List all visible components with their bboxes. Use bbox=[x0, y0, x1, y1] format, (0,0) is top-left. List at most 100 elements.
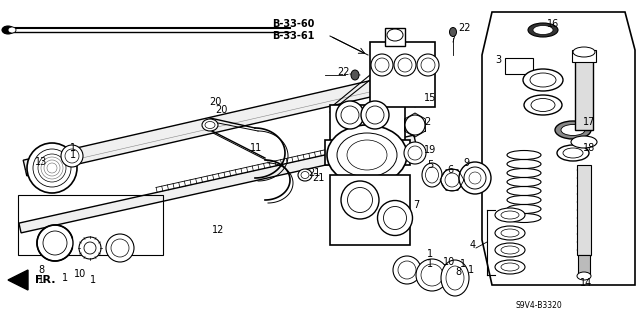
Ellipse shape bbox=[421, 58, 435, 72]
Bar bbox=[505, 58, 533, 74]
Ellipse shape bbox=[394, 54, 416, 76]
Ellipse shape bbox=[445, 173, 459, 187]
Bar bbox=[330, 175, 410, 245]
Text: 1: 1 bbox=[62, 273, 68, 283]
Text: 22: 22 bbox=[458, 23, 470, 33]
Text: B-33-61: B-33-61 bbox=[272, 31, 314, 41]
Ellipse shape bbox=[571, 136, 597, 148]
Ellipse shape bbox=[573, 47, 595, 57]
Ellipse shape bbox=[405, 115, 425, 135]
Ellipse shape bbox=[341, 181, 379, 219]
Ellipse shape bbox=[495, 260, 525, 274]
Ellipse shape bbox=[555, 121, 591, 139]
Ellipse shape bbox=[530, 73, 556, 87]
Ellipse shape bbox=[79, 237, 101, 259]
Bar bbox=[575, 55, 593, 130]
Ellipse shape bbox=[298, 169, 312, 181]
Text: 1: 1 bbox=[70, 150, 76, 160]
Polygon shape bbox=[8, 270, 28, 290]
Text: 1: 1 bbox=[90, 275, 96, 285]
Text: 8: 8 bbox=[455, 267, 461, 277]
Ellipse shape bbox=[375, 58, 389, 72]
Ellipse shape bbox=[441, 260, 469, 296]
Bar bbox=[385, 28, 405, 46]
Text: 1: 1 bbox=[427, 259, 433, 269]
Text: 7: 7 bbox=[413, 200, 419, 210]
Text: 2: 2 bbox=[424, 117, 430, 127]
Text: 16: 16 bbox=[547, 19, 559, 29]
Ellipse shape bbox=[27, 143, 77, 193]
Polygon shape bbox=[482, 12, 635, 285]
Ellipse shape bbox=[205, 122, 215, 129]
Text: 20: 20 bbox=[209, 97, 221, 107]
Ellipse shape bbox=[577, 272, 591, 280]
Ellipse shape bbox=[37, 225, 73, 261]
Bar bbox=[330, 105, 405, 145]
Ellipse shape bbox=[426, 167, 438, 183]
Ellipse shape bbox=[495, 208, 525, 222]
Ellipse shape bbox=[523, 69, 563, 91]
Ellipse shape bbox=[337, 133, 397, 177]
Ellipse shape bbox=[501, 246, 519, 254]
Text: 19: 19 bbox=[424, 145, 436, 155]
Text: 3: 3 bbox=[495, 55, 501, 65]
Ellipse shape bbox=[408, 146, 422, 160]
Ellipse shape bbox=[501, 229, 519, 237]
Ellipse shape bbox=[501, 263, 519, 271]
Text: 15: 15 bbox=[424, 93, 436, 103]
Ellipse shape bbox=[371, 54, 393, 76]
Ellipse shape bbox=[417, 54, 439, 76]
Text: 4: 4 bbox=[470, 240, 476, 250]
Text: B-33-60: B-33-60 bbox=[272, 19, 314, 29]
Ellipse shape bbox=[43, 231, 67, 255]
Text: 12: 12 bbox=[212, 225, 225, 235]
Text: 5: 5 bbox=[427, 160, 433, 170]
Ellipse shape bbox=[563, 148, 583, 158]
Bar bbox=[325, 140, 410, 165]
Ellipse shape bbox=[383, 206, 406, 229]
Text: 21: 21 bbox=[312, 173, 324, 183]
Text: 11: 11 bbox=[250, 143, 262, 153]
Text: 1: 1 bbox=[38, 275, 44, 285]
Ellipse shape bbox=[464, 167, 486, 189]
Ellipse shape bbox=[33, 149, 71, 187]
Ellipse shape bbox=[561, 124, 585, 136]
Ellipse shape bbox=[65, 149, 79, 163]
Ellipse shape bbox=[495, 226, 525, 240]
Ellipse shape bbox=[501, 211, 519, 219]
Ellipse shape bbox=[111, 239, 129, 257]
Text: 14: 14 bbox=[580, 278, 592, 288]
Ellipse shape bbox=[459, 162, 491, 194]
Ellipse shape bbox=[202, 119, 218, 131]
Text: 1: 1 bbox=[427, 249, 433, 259]
Ellipse shape bbox=[327, 125, 407, 185]
Ellipse shape bbox=[61, 145, 83, 167]
Bar bbox=[572, 50, 596, 62]
Polygon shape bbox=[19, 135, 416, 233]
Text: 1: 1 bbox=[70, 143, 76, 153]
Text: 22: 22 bbox=[337, 67, 349, 77]
Ellipse shape bbox=[398, 261, 416, 279]
Ellipse shape bbox=[557, 145, 589, 161]
Ellipse shape bbox=[404, 142, 426, 164]
Ellipse shape bbox=[416, 259, 448, 291]
Ellipse shape bbox=[531, 99, 555, 112]
Text: 17: 17 bbox=[583, 117, 595, 127]
Ellipse shape bbox=[469, 172, 481, 184]
Text: FR.: FR. bbox=[35, 275, 56, 285]
Text: 1: 1 bbox=[468, 265, 474, 275]
Ellipse shape bbox=[449, 27, 456, 36]
Text: 20: 20 bbox=[215, 105, 227, 115]
Text: 10: 10 bbox=[443, 257, 455, 267]
Ellipse shape bbox=[524, 95, 562, 115]
Text: 1: 1 bbox=[460, 259, 466, 269]
Ellipse shape bbox=[446, 266, 464, 290]
Ellipse shape bbox=[421, 264, 443, 286]
Ellipse shape bbox=[301, 172, 309, 179]
Ellipse shape bbox=[387, 29, 403, 41]
Ellipse shape bbox=[441, 169, 463, 191]
Ellipse shape bbox=[348, 188, 372, 212]
Ellipse shape bbox=[347, 140, 387, 170]
Ellipse shape bbox=[366, 106, 384, 124]
Bar bbox=[18, 195, 163, 255]
